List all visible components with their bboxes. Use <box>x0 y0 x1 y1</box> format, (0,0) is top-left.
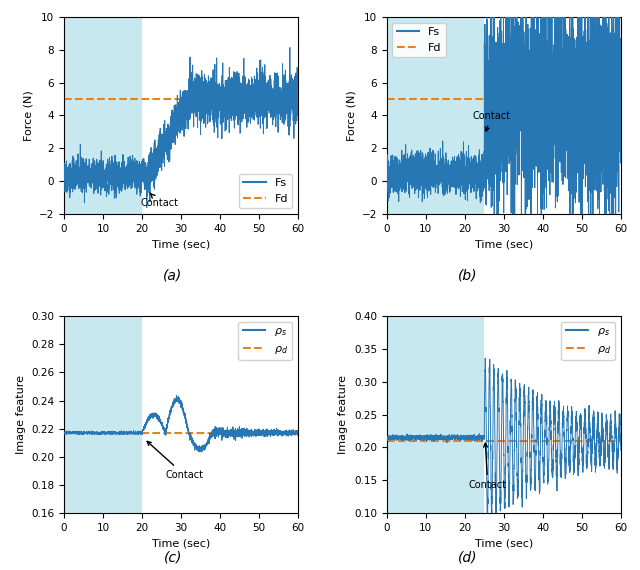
Bar <box>387 17 484 214</box>
Text: (d): (d) <box>458 550 477 564</box>
Text: Contact: Contact <box>472 111 511 131</box>
Y-axis label: Force (N): Force (N) <box>23 90 33 141</box>
X-axis label: Time (sec): Time (sec) <box>475 538 533 548</box>
Legend: $\rho_s$, $\rho_d$: $\rho_s$, $\rho_d$ <box>238 322 292 360</box>
X-axis label: Time (sec): Time (sec) <box>475 239 533 249</box>
Y-axis label: Force (N): Force (N) <box>346 90 356 141</box>
Legend: $\rho_s$, $\rho_d$: $\rho_s$, $\rho_d$ <box>561 322 615 360</box>
Bar <box>64 17 142 214</box>
Bar <box>64 316 142 513</box>
Text: Contact: Contact <box>468 443 507 490</box>
Legend: Fs, Fd: Fs, Fd <box>392 23 446 57</box>
Text: Contact: Contact <box>147 441 204 480</box>
Y-axis label: Image feature: Image feature <box>339 375 348 454</box>
X-axis label: Time (sec): Time (sec) <box>152 538 210 548</box>
Y-axis label: Image feature: Image feature <box>15 375 26 454</box>
Text: (a): (a) <box>163 268 182 282</box>
X-axis label: Time (sec): Time (sec) <box>152 239 210 249</box>
Text: Contact: Contact <box>141 193 179 207</box>
Text: (c): (c) <box>164 550 182 564</box>
Legend: Fs, Fd: Fs, Fd <box>239 174 292 208</box>
Text: (b): (b) <box>458 268 477 282</box>
Bar <box>387 316 484 513</box>
